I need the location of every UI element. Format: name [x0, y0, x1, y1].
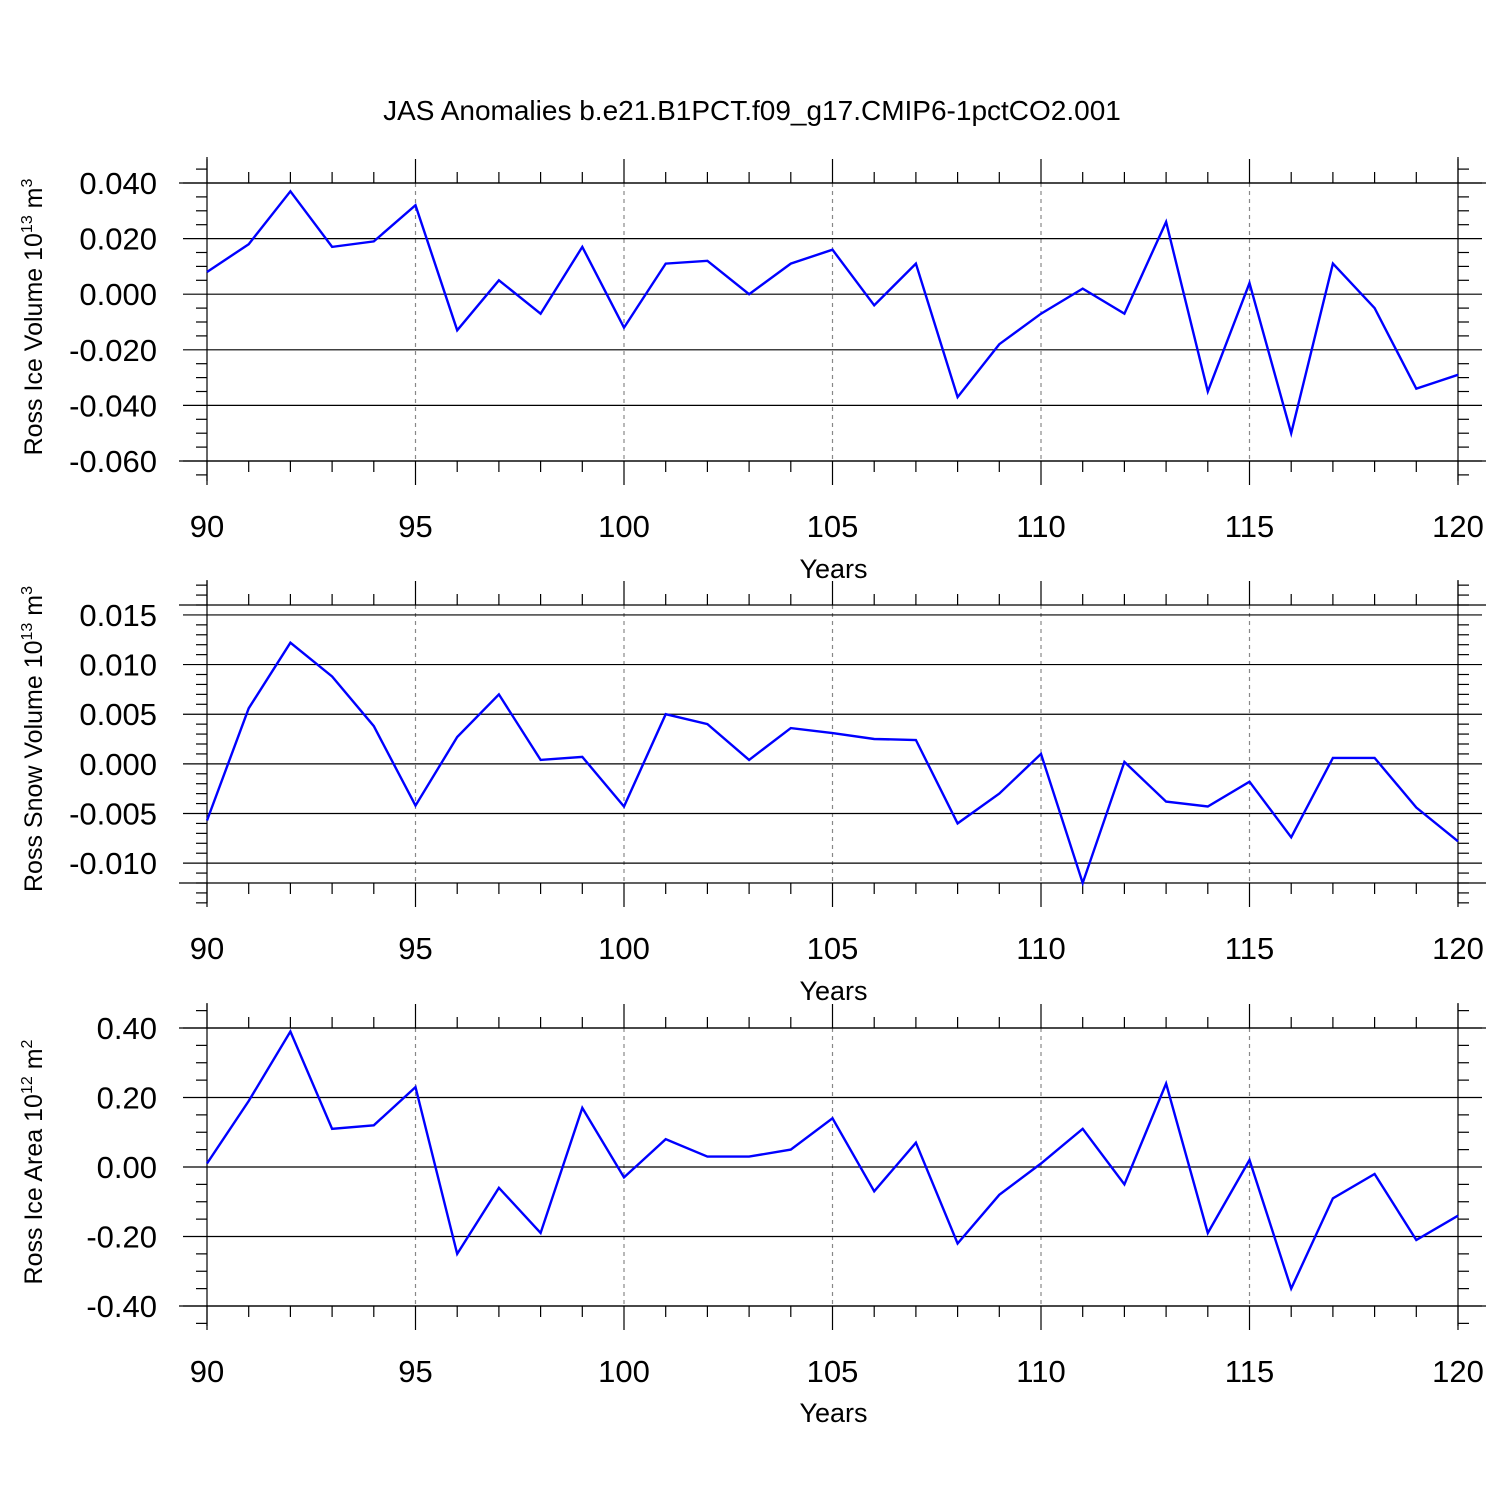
y-tick-label: 0.000: [79, 277, 157, 312]
x-tick-label: 105: [807, 509, 859, 544]
y-tick-label: -0.020: [69, 333, 157, 368]
y-tick-label: 0.005: [79, 697, 157, 732]
x-tick-label: 115: [1225, 509, 1274, 544]
y-tick-label: 0.00: [97, 1150, 157, 1185]
y-axis-label: Ross Ice Area 1012 m2: [19, 1039, 48, 1284]
y-tick-label: -0.20: [86, 1220, 157, 1255]
x-tick-label: 100: [598, 931, 650, 966]
x-tick-label: 90: [190, 1354, 224, 1389]
y-axis-label: Ross Snow Volume 1013 m3: [19, 586, 48, 892]
y-tick-label: -0.060: [69, 444, 157, 479]
y-tick-label: -0.010: [69, 846, 157, 881]
x-tick-label: 105: [807, 1354, 859, 1389]
x-tick-label: 120: [1432, 1354, 1484, 1389]
x-tick-label: 110: [1016, 509, 1065, 544]
y-tick-label: 0.000: [79, 747, 157, 782]
x-tick-label: 115: [1225, 931, 1274, 966]
y-tick-label: 0.015: [79, 598, 157, 633]
y-tick-label: 0.40: [97, 1011, 157, 1046]
x-axis-label: Years: [799, 1398, 867, 1428]
y-tick-label: 0.020: [79, 222, 157, 257]
series-line: [206, 189, 1459, 438]
y-tick-label: -0.005: [69, 797, 157, 832]
y-tick-label: -0.40: [86, 1289, 157, 1324]
y-axis-label: Ross Ice Volume 1013 m3: [19, 178, 48, 455]
series-line: [205, 640, 1459, 887]
x-tick-label: 95: [398, 509, 432, 544]
figure-title: JAS Anomalies b.e21.B1PCT.f09_g17.CMIP6-…: [383, 95, 1121, 126]
series-line: [206, 1028, 1459, 1292]
panel-2: 90 95 100 105 110 115 120 -0.010 -0.005 0.000 0.00…: [19, 580, 1486, 1006]
y-tick-label: 0.040: [79, 166, 157, 201]
x-tick-label: 105: [807, 931, 859, 966]
x-axis-label: Years: [799, 976, 867, 1006]
panel-3: 90 95 100 105 110 115 120 -0.40 -0.20 0.00 0.20 0.4…: [19, 1003, 1486, 1428]
x-axis-label: Years: [799, 554, 867, 584]
panel-1: 90 95 100 105 110 115 120 -0.060 -0.040 -0.020 0.0…: [19, 157, 1486, 584]
x-tick-label: 110: [1016, 931, 1065, 966]
y-tick-label: 0.010: [79, 648, 157, 683]
x-tick-label: 90: [190, 509, 224, 544]
y-tick-label: -0.040: [69, 388, 157, 423]
x-tick-label: 120: [1432, 931, 1484, 966]
x-tick-label: 115: [1225, 1354, 1274, 1389]
x-tick-label: 110: [1016, 1354, 1065, 1389]
x-tick-label: 95: [398, 931, 432, 966]
y-tick-label: 0.20: [97, 1081, 157, 1116]
x-tick-label: 100: [598, 1354, 650, 1389]
x-tick-label: 120: [1432, 509, 1484, 544]
panels: 90 95 100 105 110 115 120 -0.060 -0.040 -0.020 0.0…: [19, 157, 1486, 1428]
x-tick-label: 90: [190, 931, 224, 966]
x-tick-label: 95: [398, 1354, 432, 1389]
x-tick-label: 100: [598, 509, 650, 544]
